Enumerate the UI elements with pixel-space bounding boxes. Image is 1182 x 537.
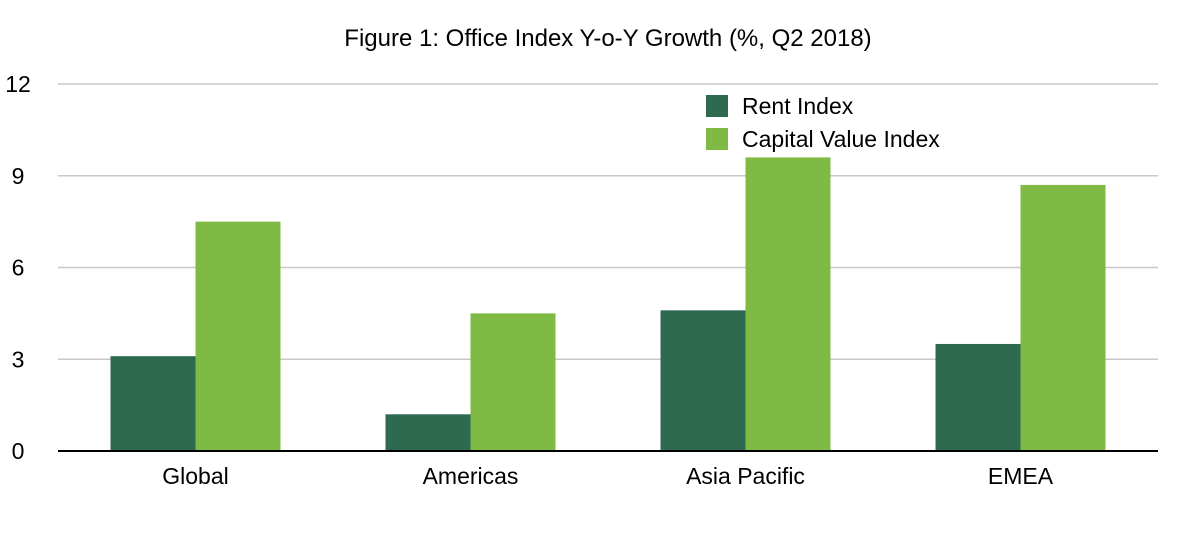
legend-swatch xyxy=(706,95,728,117)
bar-capital-value-index xyxy=(195,221,281,451)
x-category-label: EMEA xyxy=(988,463,1054,489)
y-tick-label: 12 xyxy=(5,71,31,97)
x-axis-category-labels: Global Americas Asia Pacific EMEA xyxy=(162,463,1053,489)
bars xyxy=(110,157,1106,452)
y-axis-tick-labels: 0 3 6 9 12 xyxy=(5,71,31,464)
chart-title: Figure 1: Office Index Y-o-Y Growth (%, … xyxy=(344,25,871,52)
x-category-label: Global xyxy=(162,463,228,489)
bar-capital-value-index xyxy=(1020,184,1106,452)
bar-rent-index xyxy=(935,343,1021,451)
bar-rent-index xyxy=(660,310,746,451)
legend-swatch xyxy=(706,128,728,150)
x-category-label: Americas xyxy=(423,463,519,489)
y-tick-label: 6 xyxy=(12,255,25,281)
legend: Rent Index Capital Value Index xyxy=(706,93,940,152)
bar-rent-index xyxy=(385,414,471,451)
bar-capital-value-index xyxy=(745,157,831,451)
x-category-label: Asia Pacific xyxy=(686,463,805,489)
y-tick-label: 0 xyxy=(12,438,25,464)
bar-rent-index xyxy=(110,356,196,451)
y-tick-label: 3 xyxy=(12,346,25,372)
bar-capital-value-index xyxy=(470,313,556,451)
y-tick-label: 9 xyxy=(12,163,25,189)
legend-label: Rent Index xyxy=(742,93,854,119)
legend-label: Capital Value Index xyxy=(742,126,940,152)
